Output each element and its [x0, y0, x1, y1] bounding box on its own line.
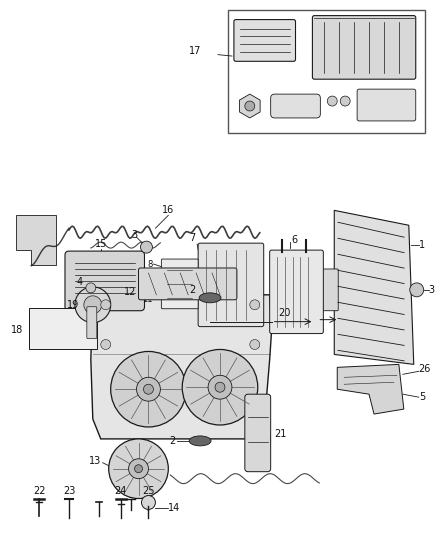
Text: 16: 16 [162, 205, 174, 215]
Circle shape [86, 283, 96, 293]
Circle shape [141, 241, 152, 253]
Circle shape [208, 375, 232, 399]
Circle shape [137, 377, 160, 401]
Text: 21: 21 [275, 429, 287, 439]
Text: 25: 25 [142, 486, 155, 496]
Text: 3: 3 [429, 285, 435, 295]
Text: 8: 8 [147, 260, 152, 269]
Circle shape [101, 300, 111, 310]
FancyBboxPatch shape [198, 243, 264, 327]
Text: 19: 19 [67, 300, 79, 310]
Text: 13: 13 [88, 456, 101, 466]
Text: 3: 3 [131, 230, 138, 240]
Text: 6: 6 [291, 235, 297, 245]
FancyBboxPatch shape [312, 15, 416, 79]
Text: 26: 26 [419, 365, 431, 374]
Text: 5: 5 [419, 392, 425, 402]
Text: 15: 15 [95, 239, 107, 249]
Text: 11: 11 [142, 295, 152, 304]
Text: 4: 4 [77, 277, 83, 287]
Text: 14: 14 [168, 504, 180, 513]
Circle shape [141, 496, 155, 510]
Text: 10: 10 [142, 284, 152, 293]
FancyBboxPatch shape [316, 269, 338, 311]
Text: 12: 12 [124, 287, 137, 297]
Circle shape [134, 465, 142, 473]
Polygon shape [337, 365, 404, 414]
Circle shape [410, 283, 424, 297]
FancyBboxPatch shape [161, 259, 198, 309]
Ellipse shape [189, 436, 211, 446]
Circle shape [75, 287, 111, 322]
Bar [29, 308, 97, 350]
Text: 1: 1 [419, 240, 425, 250]
FancyBboxPatch shape [138, 268, 237, 300]
Bar [228, 10, 425, 133]
Polygon shape [16, 215, 56, 265]
Text: 7: 7 [189, 233, 195, 243]
Text: 17: 17 [189, 46, 201, 56]
FancyBboxPatch shape [357, 89, 416, 121]
Circle shape [327, 96, 337, 106]
Circle shape [144, 384, 153, 394]
Circle shape [250, 300, 260, 310]
Text: 18: 18 [11, 325, 23, 335]
Text: 2: 2 [189, 285, 195, 295]
Text: 20: 20 [279, 308, 291, 318]
Polygon shape [91, 295, 272, 439]
FancyBboxPatch shape [234, 20, 296, 61]
Text: 2: 2 [169, 436, 175, 446]
FancyBboxPatch shape [65, 251, 145, 311]
FancyBboxPatch shape [270, 250, 323, 334]
Circle shape [340, 96, 350, 106]
Circle shape [245, 101, 255, 111]
FancyBboxPatch shape [271, 94, 320, 118]
FancyBboxPatch shape [245, 394, 271, 472]
Text: 24: 24 [114, 486, 127, 496]
Circle shape [109, 439, 168, 498]
FancyBboxPatch shape [87, 307, 97, 338]
Text: 23: 23 [63, 486, 75, 496]
Circle shape [129, 459, 148, 479]
Circle shape [101, 340, 111, 350]
Circle shape [215, 382, 225, 392]
Circle shape [111, 351, 186, 427]
Text: 9: 9 [147, 271, 152, 280]
Polygon shape [334, 211, 414, 365]
Circle shape [250, 340, 260, 350]
Ellipse shape [199, 293, 221, 303]
Circle shape [182, 350, 258, 425]
Circle shape [84, 296, 102, 314]
Text: 22: 22 [33, 486, 46, 496]
